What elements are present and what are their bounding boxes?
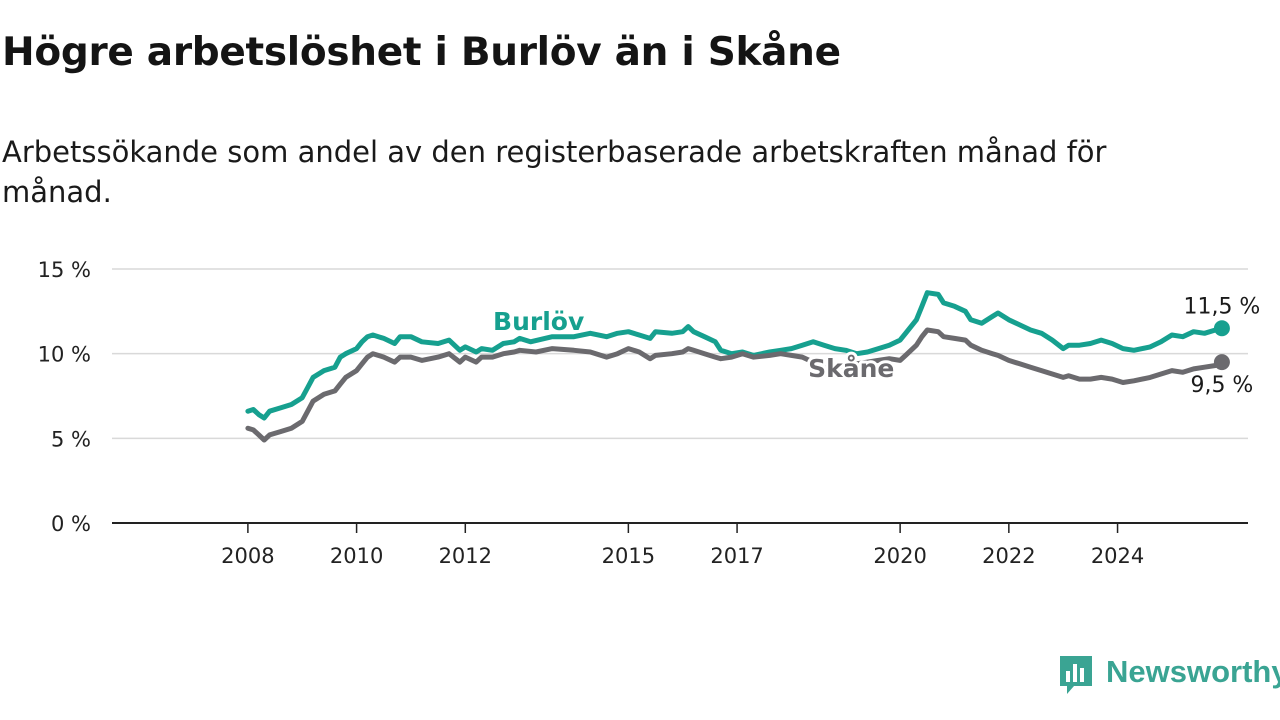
series-end-point xyxy=(1213,320,1230,337)
series-name-label: Burlöv xyxy=(493,307,584,336)
x-tick-label: 2020 xyxy=(873,544,926,568)
x-tick-label: 2008 xyxy=(221,544,274,568)
x-tick-label: 2012 xyxy=(439,544,492,568)
series-end-label: 9,5 % xyxy=(1190,373,1253,398)
x-tick-label: 2010 xyxy=(330,544,383,568)
series-line-1 xyxy=(245,327,1225,443)
brand-name: Newsworthy xyxy=(1106,654,1280,689)
y-tick-label: 15 % xyxy=(38,258,91,282)
chart-subtitle: Arbetssökande som andel av den registerb… xyxy=(2,135,1107,209)
series-line-0 xyxy=(245,290,1225,421)
x-tick-label: 2022 xyxy=(982,544,1035,568)
y-axis: 0 % 5 % 10 % 15 % xyxy=(38,258,91,536)
series-end-point xyxy=(1213,354,1230,371)
chart-title: Högre arbetslöshet i Burlöv än i Skåne xyxy=(2,30,841,75)
y-tick-label: 5 % xyxy=(51,427,91,451)
series-name-label: Skåne xyxy=(808,354,894,383)
series-end-label: 11,5 % xyxy=(1183,294,1260,319)
y-tick-label: 10 % xyxy=(38,343,91,367)
newsworthy-bar-chart-icon xyxy=(1060,656,1092,694)
series-lines xyxy=(245,290,1230,443)
series-labels: 11,5 % Burlöv 9,5 % Skåne xyxy=(490,294,1260,398)
y-tick-label: 0 % xyxy=(51,512,91,536)
x-tick-label: 2024 xyxy=(1091,544,1144,568)
x-axis: 2008 2010 2012 2015 2017 2020 2022 2024 xyxy=(112,522,1248,568)
x-tick-label: 2017 xyxy=(710,544,763,568)
x-tick-label: 2015 xyxy=(602,544,655,568)
